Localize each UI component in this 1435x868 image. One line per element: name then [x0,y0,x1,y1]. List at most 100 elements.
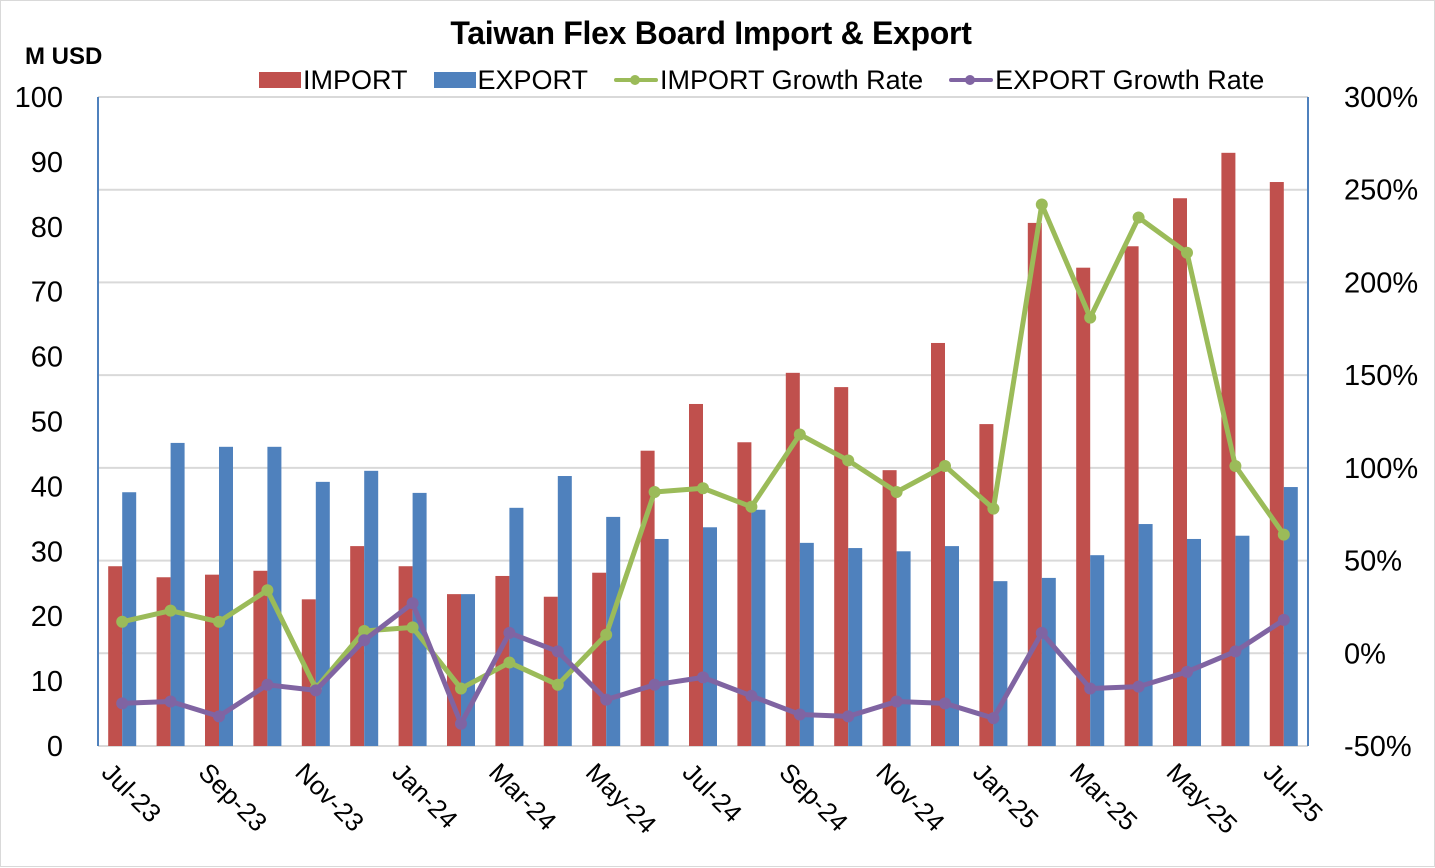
x-tick-label: Mar-25 [1064,757,1143,836]
bar-export [509,507,524,746]
data-point-marker [987,712,1000,725]
bar-series [108,152,1298,747]
y-tick-label: 20 [31,601,63,633]
data-point-marker [261,678,274,691]
data-point-marker [600,628,613,641]
bar-export [315,481,330,746]
left-y-axis-ticks: 0 10 20 30 40 50 60 70 80 90 100 [15,82,63,763]
y-tick-label: 100 [15,82,63,114]
bar-import [1221,152,1236,747]
bar-export [993,581,1008,746]
bar-export [170,442,185,746]
y2-tick-label: 50% [1344,546,1402,578]
left-axis-unit-label: M USD [25,43,103,70]
bar-export [945,546,959,746]
axes [97,97,1309,746]
data-point-marker [358,625,371,638]
data-point-marker [164,604,177,617]
y2-tick-label: 150% [1344,360,1418,392]
line-series [116,198,1290,730]
bar-export [1283,487,1298,746]
bar-export [1090,555,1105,746]
data-point-marker [648,485,661,498]
y2-tick-label: 200% [1344,267,1418,299]
data-point-marker [406,621,419,634]
data-point-marker [842,710,855,723]
bar-export [606,516,621,746]
bar-export [557,476,572,746]
data-point-marker [1035,198,1048,211]
bar-export [848,548,863,746]
data-point-marker [648,678,661,691]
y-tick-label: 90 [31,147,63,179]
data-point-marker [745,689,758,702]
legend: IMPORT EXPORT IMPORT Growth Rate EXPORT … [259,63,1264,97]
y-tick-label: 60 [31,342,63,374]
bar-export [267,446,282,746]
export-bar-swatch-icon [433,72,476,88]
legend-label-export-growth: EXPORT Growth Rate [995,64,1265,95]
legend-item-export: EXPORT [433,64,589,96]
bar-export [703,527,717,746]
y-tick-label: 80 [31,212,63,244]
data-point-marker [116,697,129,710]
x-tick-label: Sep-24 [774,757,854,837]
data-point-marker [1181,246,1193,259]
x-tick-label: May-25 [1161,757,1244,840]
bar-export [799,542,814,746]
bar-export [1187,538,1201,746]
data-point-marker [1229,460,1242,473]
data-point-marker [793,428,806,441]
data-point-marker [213,710,225,723]
y2-tick-label: 250% [1344,175,1418,207]
data-point-marker [987,502,1000,515]
legend-label-import-growth: IMPORT Growth Rate [660,64,924,95]
bar-export [654,538,669,746]
y-tick-label: 0 [47,731,63,763]
data-point-marker [309,684,322,697]
bar-export [1235,535,1250,746]
data-point-marker [842,454,855,467]
y-tick-label: 40 [31,471,63,503]
data-point-marker [503,656,516,669]
legend-item-import-growth: IMPORT Growth Rate [614,65,923,96]
data-point-marker [1132,680,1145,693]
y-tick-label: 30 [31,536,63,568]
x-tick-label: Mar-24 [483,757,562,836]
y2-tick-label: 300% [1344,82,1418,114]
bar-import [495,575,510,746]
chart-title: Taiwan Flex Board Import & Export [450,15,972,51]
y-tick-label: 10 [31,666,63,698]
data-point-marker [939,460,951,473]
y2-tick-label: 100% [1344,453,1418,485]
data-point-marker [600,693,613,706]
data-point-marker [1277,613,1290,626]
data-point-marker [261,584,274,597]
bar-import [447,594,461,746]
data-point-marker [793,708,806,721]
bar-import [931,342,945,746]
bar-export [896,551,911,746]
y-tick-label: 50 [31,407,63,439]
bar-export [1138,524,1153,746]
bar-import [1076,267,1091,746]
x-tick-label: Jul-23 [96,757,167,828]
data-point-marker [745,500,758,513]
y2-tick-label: -50% [1344,731,1412,763]
x-tick-label: Jan-24 [386,757,463,834]
data-point-marker [939,697,951,710]
data-point-marker [1229,645,1242,658]
bar-import [1124,246,1139,746]
bar-export [1041,577,1056,746]
data-point-marker [1181,665,1193,678]
x-tick-label: Sep-23 [193,757,273,837]
data-point-marker [164,695,177,708]
bar-import [689,403,703,746]
data-point-marker [503,626,516,639]
bar-export [219,446,233,746]
legend-label-export: EXPORT [477,64,589,95]
data-point-marker [890,485,903,498]
bar-import [785,372,800,746]
